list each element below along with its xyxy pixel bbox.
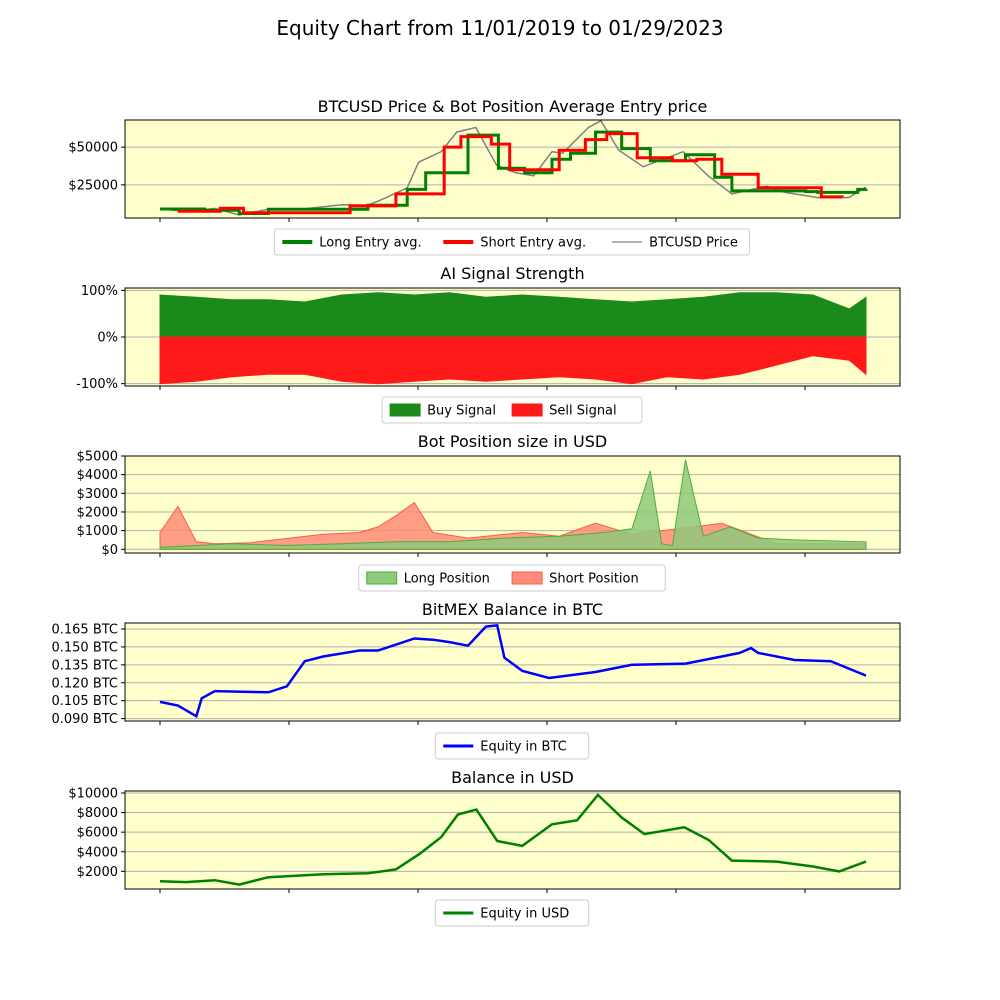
y-tick-label: 0.165 BTC (51, 622, 118, 637)
figure-title: Equity Chart from 11/01/2019 to 01/29/20… (276, 16, 723, 40)
legend-box (434, 732, 590, 760)
legend-label: Short Position (549, 572, 639, 587)
series-buy-signal (159, 292, 867, 338)
y-tick-label: $0 (101, 543, 118, 558)
panel-5: Balance in USD $2000 $4000 $6000 $8000 $10000… (68, 768, 901, 927)
y-tick-label: $8000 (77, 806, 118, 821)
y-tick-label: $4000 (77, 845, 118, 860)
plot-area (125, 623, 900, 721)
legend-swatch (389, 403, 421, 417)
y-tick-label: 0.090 BTC (51, 712, 118, 727)
legend-swatch (511, 571, 543, 585)
y-tick-label: $3000 (77, 487, 118, 502)
panel-title: Balance in USD (451, 768, 574, 787)
panel-4: BitMEX Balance in BTC 0.090 BTC 0.105 BTC 0… (51, 600, 901, 760)
series-short-entry (177, 132, 844, 215)
legend-label: Equity in BTC (480, 740, 566, 755)
plot-area (125, 791, 900, 889)
plot-frame (124, 790, 901, 890)
y-tick-label: $50000 (68, 141, 118, 156)
series-long-entry (160, 130, 868, 215)
y-tick-label: 0.105 BTC (51, 694, 118, 709)
y-tick-label: $2000 (77, 865, 118, 880)
y-tick-label: 100% (81, 284, 118, 299)
legend-label: Buy Signal (427, 404, 496, 419)
series-equity-btc (159, 624, 867, 719)
legend-swatch (366, 571, 398, 585)
panel-title: BitMEX Balance in BTC (422, 600, 603, 619)
y-tick-label: $4000 (77, 468, 118, 483)
legend-label: Equity in USD (480, 907, 569, 922)
panel-title: BTCUSD Price & Bot Position Average Entr… (318, 97, 708, 116)
y-tick-label: 0.135 BTC (51, 658, 118, 673)
panel-title: AI Signal Strength (440, 264, 584, 283)
y-tick-label: 0.150 BTC (51, 640, 118, 655)
legend-label: Long Position (404, 572, 490, 587)
panel-2: AI Signal Strength -100% 0% 100% Buy Signal S… (76, 264, 901, 424)
legend-label: BTCUSD Price (649, 236, 738, 251)
panel-title: Bot Position size in USD (418, 432, 607, 451)
legend-box (273, 228, 751, 256)
y-tick-label: 0% (97, 331, 118, 346)
y-tick-label: 0.120 BTC (51, 676, 118, 691)
y-tick-label: $1000 (77, 524, 118, 539)
series-sell-signal (159, 336, 867, 385)
legend-label: Sell Signal (549, 404, 617, 419)
y-tick-label: $10000 (68, 786, 118, 801)
y-tick-label: -100% (76, 377, 118, 392)
y-tick-label: $6000 (77, 826, 118, 841)
panel-1: BTCUSD Price & Bot Position Average Entr… (68, 97, 901, 256)
plot-frame (124, 287, 901, 387)
plot-frame (124, 455, 901, 554)
y-tick-label: $2000 (77, 505, 118, 520)
series-equity-usd (159, 793, 867, 886)
y-tick-label: $25000 (68, 178, 118, 193)
plot-frame (124, 622, 901, 722)
plot-frame (124, 119, 901, 219)
series-long-position (159, 459, 867, 550)
legend-box (434, 899, 590, 927)
legend-swatch (511, 403, 543, 417)
y-tick-label: $5000 (77, 450, 118, 465)
panel-3: Bot Position size in USD $0 $1000 $2000 $300… (77, 432, 901, 592)
legend-label: Short Entry avg. (480, 236, 586, 251)
legend-label: Long Entry avg. (319, 236, 421, 251)
